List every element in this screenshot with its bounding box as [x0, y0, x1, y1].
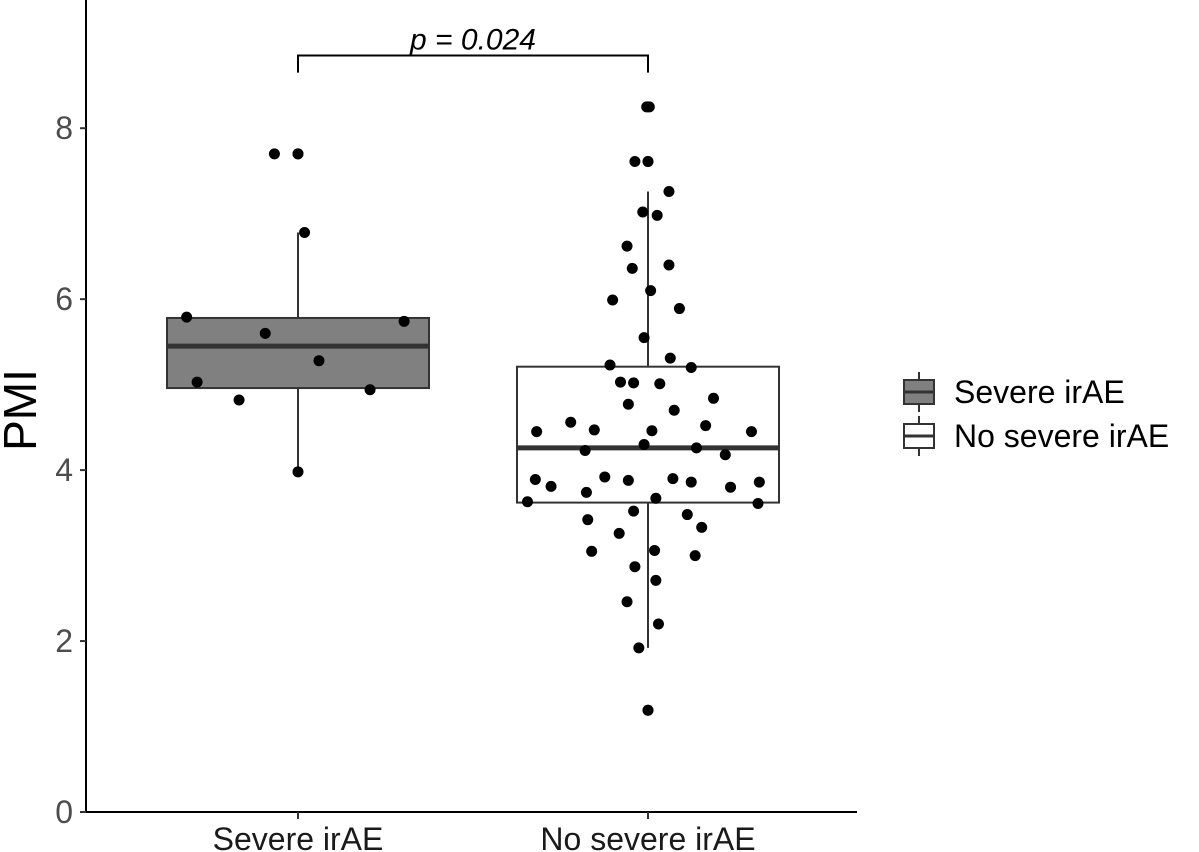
legend-label: No severe irAE — [954, 418, 1169, 454]
data-point — [313, 355, 325, 367]
data-point — [629, 561, 641, 573]
legend: Severe irAE No severe irAE — [903, 372, 1169, 456]
data-point — [565, 416, 577, 428]
data-point — [268, 148, 280, 160]
data-point — [638, 438, 650, 450]
data-point — [643, 101, 655, 113]
data-point — [629, 156, 641, 168]
data-point — [579, 444, 591, 456]
data-point — [398, 315, 410, 327]
significance-bracket: p = 0.024 — [297, 24, 649, 73]
data-point — [622, 474, 634, 486]
data-point — [292, 466, 304, 478]
data-point — [673, 303, 685, 315]
data-point — [628, 377, 640, 389]
axes-layer: 0 2 4 6 8 Severe irAE No severe irAE PMI — [0, 0, 857, 852]
data-point — [621, 596, 633, 608]
data-point — [642, 156, 654, 168]
x-ticks: Severe irAE No severe irAE — [213, 812, 756, 852]
data-point — [191, 376, 203, 388]
data-point — [599, 471, 611, 483]
y-tick-label: 6 — [55, 281, 73, 317]
data-point — [645, 285, 657, 297]
legend-label: Severe irAE — [954, 374, 1125, 410]
data-point — [668, 404, 680, 416]
data-point — [650, 492, 662, 504]
data-point — [628, 505, 640, 517]
data-point — [690, 442, 702, 454]
data-point — [633, 642, 645, 654]
y-tick-label: 8 — [55, 110, 73, 146]
data-point — [646, 425, 658, 437]
boxes-layer — [166, 101, 780, 716]
data-point — [622, 398, 634, 410]
data-point — [664, 352, 676, 364]
significance-bracket-line — [297, 54, 649, 73]
data-point — [621, 240, 633, 252]
data-point — [364, 384, 376, 396]
data-point — [259, 327, 271, 339]
data-point — [586, 545, 598, 557]
data-point — [626, 262, 638, 274]
data-point — [642, 704, 654, 716]
data-point — [663, 259, 675, 271]
data-point — [725, 481, 737, 493]
data-point — [681, 509, 693, 521]
data-point — [233, 394, 245, 406]
data-point — [545, 480, 557, 492]
data-point — [613, 527, 625, 539]
data-point — [753, 476, 765, 488]
box-no-severe-irae — [516, 101, 780, 716]
data-point — [649, 544, 661, 556]
data-point — [651, 209, 663, 221]
data-point — [614, 376, 626, 388]
p-value-label: p = 0.024 — [409, 24, 536, 57]
data-point — [580, 486, 592, 498]
box-severe-irae — [166, 148, 430, 472]
data-point — [604, 359, 616, 371]
y-ticks: 0 2 4 6 8 — [55, 110, 86, 830]
points-layer — [181, 101, 765, 716]
data-point — [752, 497, 764, 509]
data-point — [650, 574, 662, 586]
data-point — [708, 392, 719, 404]
data-point — [667, 473, 679, 485]
data-point — [719, 449, 731, 461]
data-point — [638, 332, 650, 344]
data-point — [521, 496, 533, 508]
data-point — [745, 426, 757, 438]
y-tick-label: 2 — [55, 623, 73, 659]
x-tick-label-no-severe-irae: No severe irAE — [540, 821, 755, 852]
data-point — [685, 476, 697, 488]
data-point — [529, 474, 541, 486]
x-tick-label-severe-irae: Severe irAE — [213, 821, 384, 852]
y-tick-label: 4 — [55, 452, 73, 488]
y-tick-label: 0 — [55, 794, 73, 830]
data-point — [588, 424, 600, 436]
data-point — [607, 294, 619, 306]
data-point — [292, 148, 304, 160]
data-point — [637, 206, 649, 218]
box-body — [166, 316, 430, 390]
data-point — [689, 550, 701, 562]
data-point — [582, 514, 594, 526]
data-point — [181, 311, 193, 323]
data-point — [685, 362, 697, 374]
legend-item-severe-irae: Severe irAE — [903, 372, 1125, 412]
data-point — [652, 618, 664, 630]
data-point — [654, 378, 666, 390]
data-point — [299, 226, 311, 238]
data-point — [531, 426, 543, 438]
data-point — [696, 521, 708, 533]
data-point — [700, 420, 712, 432]
legend-item-no-severe-irae: No severe irAE — [903, 416, 1169, 456]
y-axis-title: PMI — [0, 369, 46, 451]
data-point — [663, 185, 675, 197]
